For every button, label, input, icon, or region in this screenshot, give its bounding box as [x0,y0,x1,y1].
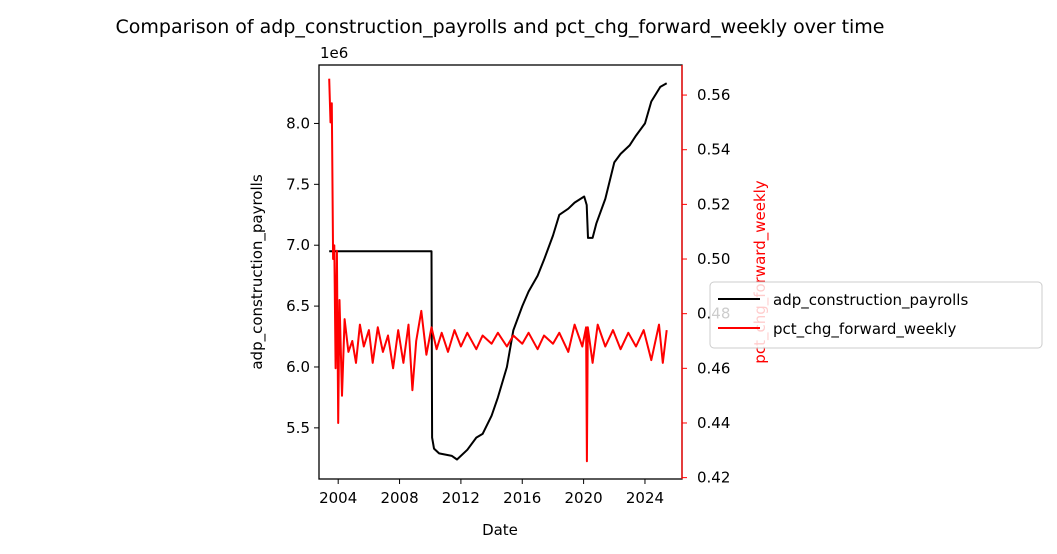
plot-frame [318,64,683,480]
x-tick-label: 2024 [626,489,664,507]
left-tick-label: 7.0 [286,236,310,254]
left-axis-scale-factor: 1e6 [320,44,348,62]
left-axis-ticks: 5.5 6.0 6.5 7.0 7.5 8.0 [286,114,319,437]
left-tick-label: 6.0 [286,358,310,376]
x-tick-label: 2004 [319,489,357,507]
series-line-pct-chg-forward-weekly [328,78,668,463]
right-tick-label: 0.54 [697,141,730,159]
left-tick-label: 6.5 [286,297,310,315]
legend-entry-adp-construction-payrolls: adp_construction_payrolls [773,291,968,310]
legend: adp_construction_payrolls pct_chg_forwar… [709,281,1043,349]
right-tick-label: 0.50 [697,250,730,268]
x-axis-ticks: 2004 2008 2012 2016 2020 2024 [319,479,664,507]
x-tick-label: 2012 [442,489,480,507]
chart-title: Comparison of adp_construction_payrolls … [116,16,885,38]
right-tick-label: 0.52 [697,195,730,213]
x-tick-label: 2016 [503,489,541,507]
x-tick-label: 2008 [380,489,418,507]
x-tick-label: 2020 [565,489,603,507]
left-axis-label: adp_construction_payrolls [248,174,267,369]
right-tick-label: 0.42 [697,469,730,487]
plot-lines [328,78,668,463]
left-tick-label: 8.0 [286,114,310,132]
series-line-adp-construction-payrolls [329,82,668,461]
left-tick-label: 5.5 [286,419,310,437]
legend-frame [709,281,1043,349]
legend-entry-pct-chg-forward-weekly: pct_chg_forward_weekly [773,320,957,339]
left-tick-label: 7.5 [286,175,310,193]
x-axis-label: Date [482,521,518,539]
right-tick-label: 0.44 [697,414,730,432]
right-tick-label: 0.56 [697,86,730,104]
right-tick-label: 0.46 [697,359,730,377]
